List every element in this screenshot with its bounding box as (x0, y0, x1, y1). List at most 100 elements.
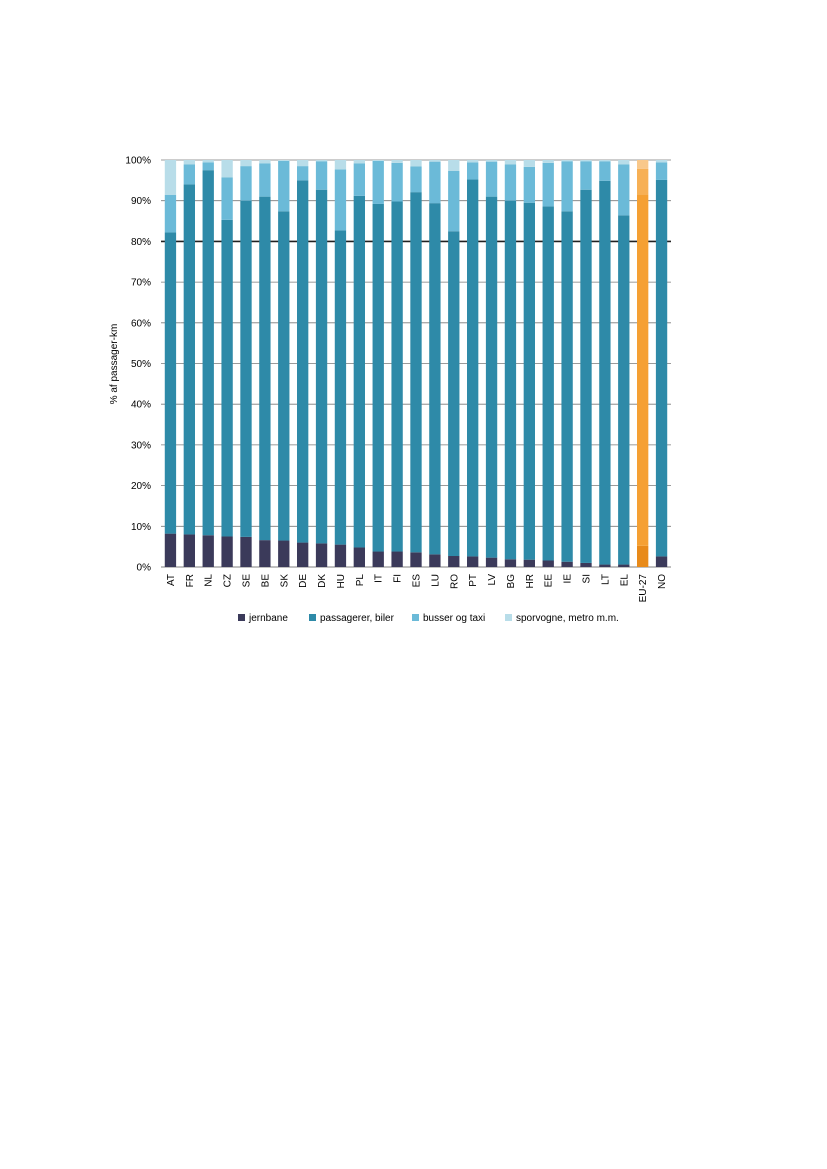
bar-segment (523, 160, 535, 167)
bar-segment (542, 560, 554, 567)
bar-segment (297, 160, 309, 167)
bar-segment (504, 160, 517, 165)
x-tick-label: ES (412, 574, 423, 588)
x-tick-label: EL (619, 574, 630, 587)
bar-segment (599, 160, 611, 162)
bar-segment (561, 161, 573, 212)
x-tick-label: IE (563, 574, 574, 584)
bar-segment (580, 160, 592, 162)
bar-segment (561, 211, 573, 562)
x-tick-label: PL (355, 574, 366, 587)
bar-segment (637, 194, 649, 546)
legend-swatch (412, 614, 419, 621)
bar-segment (485, 196, 498, 558)
bar-segment (183, 184, 195, 535)
bar-segment (372, 551, 384, 567)
bar-segment (297, 180, 309, 543)
bar-segment (580, 562, 592, 567)
bar-segment (561, 561, 573, 567)
x-tick-label: HR (525, 574, 536, 588)
x-axis-ticks: AT FR NL CZ SE BE SK DE DK HU PL IT FI ES LU RO PT LV BG HR… (166, 574, 668, 603)
x-tick-label: LU (430, 574, 441, 587)
bar-segment (183, 160, 195, 165)
bar-segment (448, 170, 460, 232)
bar-segment (655, 556, 668, 567)
bar-segment (391, 201, 403, 552)
x-tick-label: BE (260, 574, 271, 588)
bar-segment (164, 160, 177, 195)
bar-segment (334, 544, 347, 567)
bar-segment (637, 545, 649, 567)
bar-segment (315, 160, 328, 162)
bar-segment (580, 161, 592, 190)
bar-segment (353, 195, 365, 548)
bar-segment (240, 160, 252, 167)
bar-segment (259, 196, 271, 541)
y-tick-label: 40% (131, 400, 151, 411)
bar-segment (429, 161, 441, 204)
bar-segment (637, 168, 649, 195)
bar-segment (599, 180, 611, 565)
bar-segment (315, 543, 328, 567)
x-tick-label: CZ (223, 574, 234, 587)
bar-segment (561, 160, 573, 162)
bar-segment (599, 564, 611, 567)
bar-segment (334, 169, 347, 231)
bar-segment (221, 160, 233, 178)
bar-segment (391, 160, 403, 163)
bar-segment (240, 200, 252, 537)
bar-segment (410, 552, 422, 567)
bar-segment (353, 163, 365, 196)
bar-segment (221, 177, 233, 220)
bar-segment (580, 189, 592, 563)
bar-segment (655, 162, 668, 180)
bar-segment (353, 547, 365, 567)
legend-label: sporvogne, metro m.m. (516, 613, 619, 624)
x-tick-label: LV (487, 574, 498, 586)
bar-segment (315, 189, 328, 544)
y-tick-label: 0% (137, 563, 152, 574)
bar-segment (410, 160, 422, 167)
x-tick-label: DK (317, 574, 328, 588)
bar-segment (372, 160, 384, 161)
bar-segment (485, 161, 498, 197)
bar-segment (467, 179, 479, 557)
bar-segment (183, 534, 195, 567)
bar-segment (297, 542, 309, 567)
bar-segment (410, 166, 422, 193)
bar-segment (410, 192, 422, 553)
bar-segment (164, 232, 177, 534)
x-tick-label: EE (544, 574, 555, 588)
bar-segment (467, 162, 479, 180)
bar-segment (259, 540, 271, 567)
bars (164, 160, 668, 567)
x-tick-label: HU (336, 574, 347, 588)
legend-swatch (309, 614, 316, 621)
bar-segment (504, 164, 517, 201)
x-tick-label: NO (657, 574, 668, 589)
bar-segment (221, 536, 233, 567)
x-tick-label: IT (374, 574, 385, 583)
bar-segment (202, 162, 214, 171)
bar-segment (240, 166, 252, 201)
bar-segment (448, 160, 460, 171)
x-tick-label: BG (506, 574, 517, 589)
x-tick-label: PT (468, 574, 479, 587)
legend-label: busser og taxi (423, 613, 485, 624)
bar-segment (523, 559, 535, 567)
x-tick-label: FI (393, 574, 404, 583)
bar-segment (334, 230, 347, 545)
x-tick-label: AT (166, 574, 177, 586)
x-tick-label: FR (185, 574, 196, 587)
bar-segment (542, 160, 554, 163)
bar-segment (523, 202, 535, 560)
x-tick-label: SE (242, 574, 253, 588)
legend: jernbane passagerer, biler busser og taxi s… (238, 613, 619, 624)
bar-segment (655, 179, 668, 557)
bar-segment (353, 160, 365, 164)
bar-segment (202, 535, 214, 567)
bar-segment (259, 163, 271, 197)
y-tick-label: 30% (131, 440, 151, 451)
bar-segment (448, 556, 460, 567)
bar-segment (485, 160, 498, 162)
